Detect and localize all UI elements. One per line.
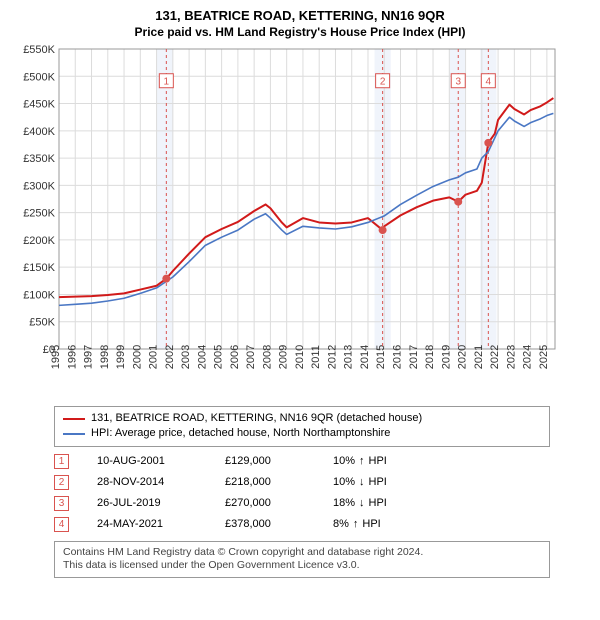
svg-text:2011: 2011 — [310, 345, 322, 369]
legend-row: HPI: Average price, detached house, Nort… — [63, 426, 541, 441]
footer-line1: Contains HM Land Registry data © Crown c… — [63, 546, 541, 560]
svg-text:2005: 2005 — [213, 345, 225, 369]
chart-subtitle: Price paid vs. HM Land Registry's House … — [10, 25, 590, 39]
svg-text:2012: 2012 — [326, 345, 338, 369]
svg-text:2001: 2001 — [148, 345, 160, 369]
svg-text:2008: 2008 — [261, 345, 273, 369]
event-marker: 1 — [54, 454, 69, 469]
svg-text:2010: 2010 — [294, 345, 306, 369]
event-row: 2 28-NOV-2014 £218,000 10%↓HPI — [54, 472, 550, 493]
event-marker: 2 — [54, 475, 69, 490]
legend-label: HPI: Average price, detached house, Nort… — [91, 426, 390, 441]
svg-text:£550K: £550K — [23, 45, 55, 56]
legend-swatch — [63, 433, 85, 435]
svg-text:1998: 1998 — [99, 345, 111, 369]
footer-line2: This data is licensed under the Open Gov… — [63, 559, 541, 573]
event-date: 10-AUG-2001 — [97, 455, 197, 467]
arrow-up-icon: ↑ — [359, 455, 365, 467]
event-diff: 10%↓HPI — [333, 476, 423, 488]
svg-text:2021: 2021 — [473, 345, 485, 369]
svg-text:2018: 2018 — [424, 345, 436, 369]
svg-text:£300K: £300K — [23, 180, 55, 192]
event-row: 4 24-MAY-2021 £378,000 8%↑HPI — [54, 514, 550, 535]
chart-title: 131, BEATRICE ROAD, KETTERING, NN16 9QR — [10, 8, 590, 23]
svg-text:3: 3 — [455, 77, 461, 88]
event-price: £218,000 — [225, 476, 305, 488]
svg-text:2003: 2003 — [180, 345, 192, 369]
legend-swatch — [63, 418, 85, 420]
svg-text:4: 4 — [486, 77, 492, 88]
event-row: 1 10-AUG-2001 £129,000 10%↑HPI — [54, 451, 550, 472]
event-date: 26-JUL-2019 — [97, 497, 197, 509]
legend: 131, BEATRICE ROAD, KETTERING, NN16 9QR … — [54, 406, 550, 447]
svg-text:2019: 2019 — [440, 345, 452, 369]
svg-text:£50K: £50K — [29, 317, 55, 329]
footer-attribution: Contains HM Land Registry data © Crown c… — [54, 541, 550, 578]
svg-text:£200K: £200K — [23, 235, 55, 247]
svg-text:1997: 1997 — [83, 345, 95, 369]
svg-text:2023: 2023 — [505, 345, 517, 369]
svg-text:1999: 1999 — [115, 345, 127, 369]
event-price: £129,000 — [225, 455, 305, 467]
event-diff: 10%↑HPI — [333, 455, 423, 467]
svg-text:2013: 2013 — [343, 345, 355, 369]
svg-text:2006: 2006 — [229, 345, 241, 369]
svg-text:2014: 2014 — [359, 345, 371, 369]
svg-text:2017: 2017 — [408, 345, 420, 369]
svg-text:£400K: £400K — [23, 126, 55, 138]
legend-row: 131, BEATRICE ROAD, KETTERING, NN16 9QR … — [63, 411, 541, 426]
svg-text:2007: 2007 — [245, 345, 257, 369]
svg-text:2002: 2002 — [164, 345, 176, 369]
svg-text:£350K: £350K — [23, 153, 55, 165]
svg-text:2016: 2016 — [392, 345, 404, 369]
event-date: 24-MAY-2021 — [97, 518, 197, 530]
event-marker: 3 — [54, 496, 69, 511]
chart-svg: £0£50K£100K£150K£200K£250K£300K£350K£400… — [15, 45, 585, 400]
svg-text:2: 2 — [380, 77, 386, 88]
svg-text:2022: 2022 — [489, 345, 501, 369]
event-diff: 8%↑HPI — [333, 518, 423, 530]
svg-text:£100K: £100K — [23, 289, 55, 301]
svg-text:2024: 2024 — [522, 345, 534, 369]
svg-text:1: 1 — [164, 77, 170, 88]
svg-text:2009: 2009 — [278, 345, 290, 369]
svg-text:£250K: £250K — [23, 208, 55, 220]
svg-text:2020: 2020 — [457, 345, 469, 369]
svg-text:£150K: £150K — [23, 262, 55, 274]
svg-text:£450K: £450K — [23, 99, 55, 111]
arrow-down-icon: ↓ — [359, 476, 365, 488]
event-marker: 4 — [54, 517, 69, 532]
legend-label: 131, BEATRICE ROAD, KETTERING, NN16 9QR … — [91, 411, 422, 426]
svg-text:2004: 2004 — [196, 345, 208, 369]
event-price: £270,000 — [225, 497, 305, 509]
svg-text:2015: 2015 — [375, 345, 387, 369]
chart-area: £0£50K£100K£150K£200K£250K£300K£350K£400… — [15, 45, 585, 400]
arrow-up-icon: ↑ — [353, 518, 359, 530]
event-diff: 18%↓HPI — [333, 497, 423, 509]
svg-text:£500K: £500K — [23, 71, 55, 83]
svg-text:2025: 2025 — [538, 345, 550, 369]
svg-text:1996: 1996 — [66, 345, 78, 369]
event-table: 1 10-AUG-2001 £129,000 10%↑HPI 2 28-NOV-2014 £… — [54, 451, 550, 535]
event-price: £378,000 — [225, 518, 305, 530]
event-row: 3 26-JUL-2019 £270,000 18%↓HPI — [54, 493, 550, 514]
arrow-down-icon: ↓ — [359, 497, 365, 509]
svg-text:1995: 1995 — [50, 345, 62, 369]
event-date: 28-NOV-2014 — [97, 476, 197, 488]
svg-text:2000: 2000 — [131, 345, 143, 369]
